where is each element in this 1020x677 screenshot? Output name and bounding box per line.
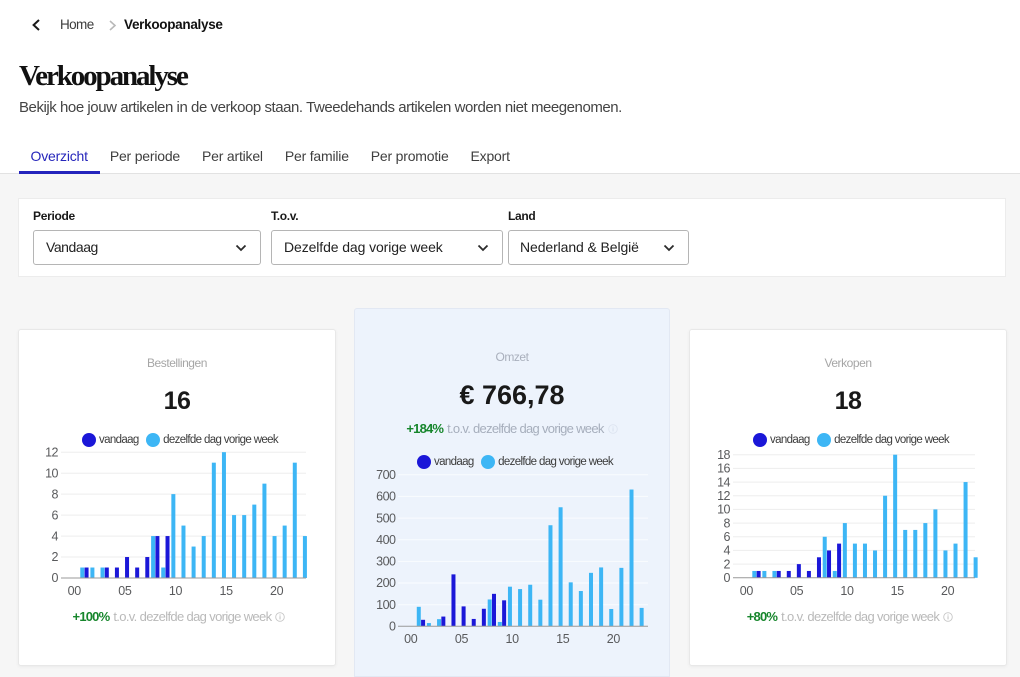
svg-text:8: 8 xyxy=(724,516,731,530)
svg-text:100: 100 xyxy=(376,598,396,612)
svg-text:0: 0 xyxy=(52,571,59,585)
svg-text:15: 15 xyxy=(219,584,233,598)
svg-text:20: 20 xyxy=(941,584,955,598)
svg-text:8: 8 xyxy=(52,487,59,501)
svg-text:600: 600 xyxy=(376,490,396,504)
svg-text:200: 200 xyxy=(376,576,396,590)
svg-text:10: 10 xyxy=(45,466,58,480)
svg-text:00: 00 xyxy=(68,584,82,598)
svg-text:12: 12 xyxy=(717,489,730,503)
svg-text:12: 12 xyxy=(45,445,58,459)
svg-text:00: 00 xyxy=(404,632,418,646)
svg-text:10: 10 xyxy=(169,584,183,598)
svg-text:05: 05 xyxy=(790,584,804,598)
svg-text:10: 10 xyxy=(840,584,854,598)
svg-text:2: 2 xyxy=(724,557,731,571)
svg-text:20: 20 xyxy=(607,632,621,646)
svg-text:00: 00 xyxy=(740,584,754,598)
svg-text:6: 6 xyxy=(724,530,731,544)
svg-text:15: 15 xyxy=(556,632,570,646)
svg-text:500: 500 xyxy=(376,511,396,525)
svg-text:16: 16 xyxy=(717,462,730,476)
svg-text:2: 2 xyxy=(52,550,59,564)
svg-text:0: 0 xyxy=(389,620,396,634)
svg-text:20: 20 xyxy=(270,584,284,598)
svg-text:300: 300 xyxy=(376,555,396,569)
svg-text:05: 05 xyxy=(455,632,469,646)
svg-text:18: 18 xyxy=(717,448,730,462)
svg-text:0: 0 xyxy=(724,571,731,585)
svg-text:4: 4 xyxy=(52,529,59,543)
svg-text:10: 10 xyxy=(717,503,730,517)
svg-text:14: 14 xyxy=(717,475,730,489)
svg-text:10: 10 xyxy=(505,632,519,646)
svg-text:05: 05 xyxy=(118,584,132,598)
svg-text:4: 4 xyxy=(724,544,731,558)
svg-text:15: 15 xyxy=(891,584,905,598)
svg-text:400: 400 xyxy=(376,533,396,547)
svg-text:700: 700 xyxy=(376,468,396,482)
svg-text:6: 6 xyxy=(52,508,59,522)
